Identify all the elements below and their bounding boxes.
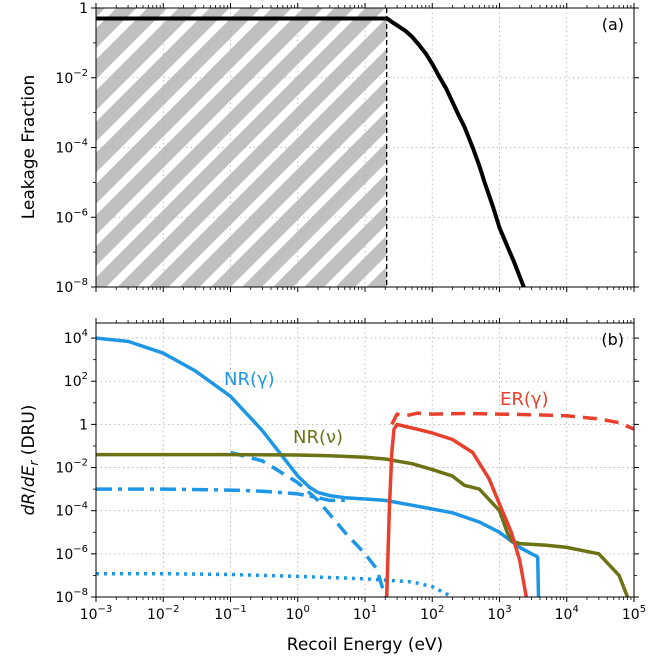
x-tick-label: 100: [286, 604, 310, 623]
series-label-nr-gamma: NR(γ): [224, 369, 275, 390]
x-tick-label: 105: [622, 604, 646, 623]
y-tick-label: 10−2: [55, 458, 88, 477]
y-tick-label: 1: [79, 417, 88, 433]
panel-label-a: (a): [602, 15, 624, 34]
ticks-b: 10−3 10−2 10−1 100 101 102 103 104 105 10−8 10−6 10…: [55, 318, 646, 623]
series-label-nr-nu: NR(ν): [293, 427, 343, 448]
y-tick-label: 10−8: [55, 587, 88, 606]
grid-b: [96, 323, 634, 597]
ticks-a: 10−8 10−6 10−4 10−2 1: [55, 1, 639, 296]
series-line-a-0: [96, 16, 526, 287]
y-axis-title-a: Leakage Fraction: [19, 75, 39, 220]
x-tick-label: 10−2: [147, 604, 180, 623]
x-tick-label: 10−3: [80, 604, 113, 623]
panel-label-b: (b): [601, 330, 624, 349]
y-tick-label: 102: [64, 371, 88, 390]
panel-a: 10−8 10−6 10−4 10−2 1 (a) Leakage Fraction: [19, 1, 639, 296]
series-group-a: [96, 16, 526, 287]
series-group-b: [96, 336, 634, 597]
y-tick-label: 10−4: [55, 501, 88, 520]
series-label-er-gamma: ER(γ): [500, 389, 549, 410]
y-tick-label: 10−6: [55, 544, 88, 563]
x-axis-title: Recoil Energy (eV): [287, 635, 443, 655]
grid-a: [96, 8, 634, 287]
x-tick-label: 104: [555, 604, 579, 623]
y-tick-label: 10−6: [55, 207, 88, 226]
y-axis-title-b: dR/dEr (DRU): [19, 405, 41, 516]
x-tick-label: 10−1: [214, 604, 247, 623]
series-line-b-1: [96, 487, 345, 503]
series-line-b-4: [96, 452, 630, 597]
y-tick-label: 10−8: [55, 277, 88, 296]
series-line-b-5: [384, 422, 529, 597]
series-line-b-2: [230, 450, 387, 597]
series-line-b-0: [96, 336, 541, 597]
y-tick-label: 10−2: [55, 68, 88, 87]
series-line-b-3: [96, 571, 454, 597]
x-tick-label: 103: [487, 604, 511, 623]
x-tick-label: 102: [420, 604, 444, 623]
x-tick-label: 101: [353, 604, 377, 623]
panel-b: 10−3 10−2 10−1 100 101 102 103 104 105 10−8 10−6 10…: [19, 318, 646, 655]
series-line-b-6: [390, 411, 634, 431]
y-tick-label: 1: [79, 1, 88, 17]
y-tick-label: 104: [64, 328, 88, 347]
y-tick-label: 10−4: [55, 138, 88, 157]
